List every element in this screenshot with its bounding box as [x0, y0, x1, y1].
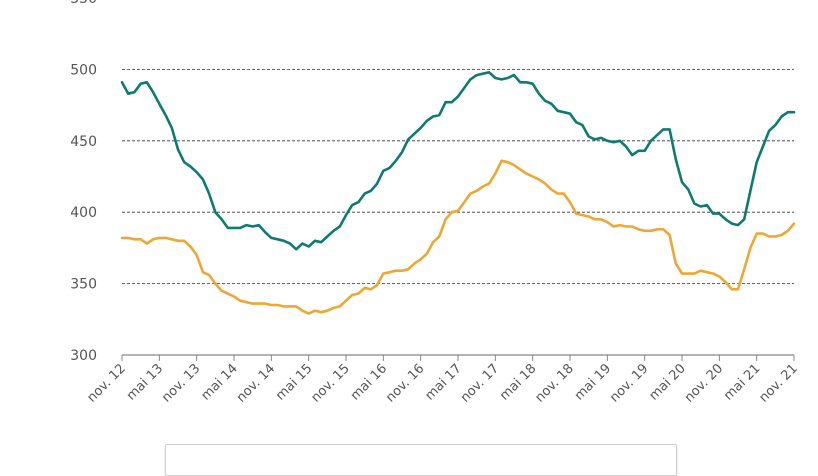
x-tick-label: mai 19 [572, 361, 614, 403]
x-tick-label: nov. 12 [85, 361, 129, 405]
x-tick-label: nov. 14 [234, 361, 278, 405]
x-tick-label: mai 16 [348, 361, 390, 403]
x-tick-label: mai 20 [646, 361, 688, 403]
x-tick-label: nov. 17 [458, 361, 502, 405]
x-tick-label: nov. 15 [309, 361, 353, 405]
y-tick-label: 450 [70, 134, 97, 150]
grid-layer [122, 69, 794, 285]
series-line-1 [120, 71, 796, 251]
y-tick-label: 400 [70, 205, 97, 221]
y-tick-label: 550 [70, 0, 97, 7]
x-tick-label: mai 15 [273, 361, 315, 403]
axis-layer [121, 354, 795, 361]
x-tick-label: nov. 18 [533, 361, 577, 405]
y-tick-label: 500 [70, 62, 97, 78]
x-tick-label: nov. 21 [757, 361, 801, 405]
x-tick-label: mai 17 [422, 361, 464, 403]
x-tick-label: mai 13 [124, 361, 166, 403]
x-tick-label: nov. 19 [607, 361, 651, 405]
y-tick-label: 300 [70, 348, 97, 364]
x-tick-label: mai 21 [721, 361, 763, 403]
y-tick-label: 350 [70, 277, 97, 293]
series-layer [120, 71, 796, 315]
legend-box [165, 444, 677, 476]
x-tick-label: nov. 13 [159, 361, 203, 405]
x-tick-label: mai 18 [497, 361, 539, 403]
series-line-2 [120, 159, 796, 315]
x-tick-label: nov. 16 [383, 361, 427, 405]
x-tick-label: mai 14 [198, 361, 240, 403]
x-tick-label: nov. 20 [682, 361, 726, 405]
